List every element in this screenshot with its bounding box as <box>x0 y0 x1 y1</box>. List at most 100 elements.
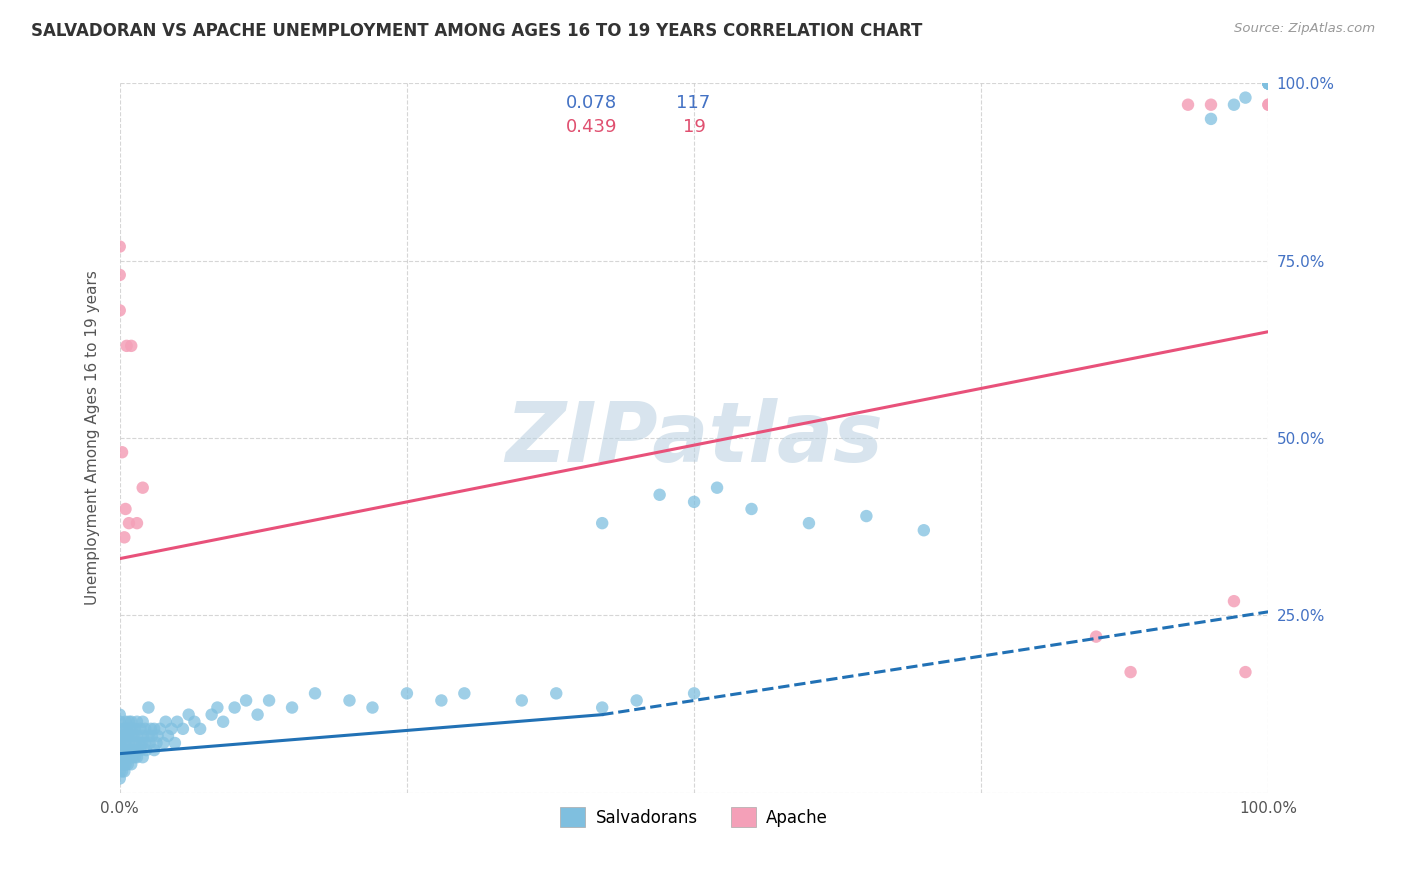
Point <box>111 750 134 764</box>
Point <box>115 736 138 750</box>
Point <box>177 707 200 722</box>
Point <box>117 729 139 743</box>
Point <box>111 445 134 459</box>
Point <box>1199 97 1222 112</box>
Point <box>112 530 135 544</box>
Y-axis label: Unemployment Among Ages 16 to 19 years: Unemployment Among Ages 16 to 19 years <box>86 270 100 606</box>
Legend: Salvadorans, Apache: Salvadorans, Apache <box>554 800 834 834</box>
Point <box>118 714 141 729</box>
Point <box>1085 630 1108 644</box>
Point <box>108 722 131 736</box>
Point <box>1257 77 1279 91</box>
Point <box>120 743 142 757</box>
Point <box>143 743 166 757</box>
Point <box>120 714 142 729</box>
Point <box>118 736 141 750</box>
Point <box>108 729 131 743</box>
Point <box>108 239 131 253</box>
Point <box>1223 594 1246 608</box>
Point <box>125 750 148 764</box>
Point <box>246 707 269 722</box>
Point <box>172 722 194 736</box>
Point <box>152 736 174 750</box>
Point <box>1234 665 1257 679</box>
Point <box>122 729 145 743</box>
Point <box>108 764 131 779</box>
Point <box>706 481 728 495</box>
Point <box>108 736 131 750</box>
Point <box>108 757 131 772</box>
Point <box>112 722 135 736</box>
Point <box>114 757 136 772</box>
Point <box>160 722 183 736</box>
Point <box>114 502 136 516</box>
Text: 117: 117 <box>676 95 710 112</box>
Point <box>112 736 135 750</box>
Point <box>129 722 152 736</box>
Point <box>797 516 820 530</box>
Point <box>1257 77 1279 91</box>
Point <box>1257 77 1279 91</box>
Text: 0.078: 0.078 <box>565 95 617 112</box>
Point <box>111 764 134 779</box>
Point <box>132 481 155 495</box>
Point <box>124 750 146 764</box>
Point <box>510 693 533 707</box>
Point <box>1234 90 1257 104</box>
Point <box>1257 77 1279 91</box>
Point <box>112 764 135 779</box>
Text: 19: 19 <box>682 118 706 136</box>
Point <box>1199 112 1222 126</box>
Point <box>125 516 148 530</box>
Point <box>132 750 155 764</box>
Point <box>108 707 131 722</box>
Point <box>1257 77 1279 91</box>
Point <box>648 488 671 502</box>
Point <box>183 714 205 729</box>
Point <box>134 736 156 750</box>
Point <box>108 750 131 764</box>
Point <box>108 303 131 318</box>
Point <box>120 757 142 772</box>
Text: ZIPatlas: ZIPatlas <box>505 398 883 478</box>
Point <box>108 729 131 743</box>
Text: 0.439: 0.439 <box>565 118 617 136</box>
Point <box>108 750 131 764</box>
Point <box>163 736 186 750</box>
Point <box>430 693 453 707</box>
Point <box>339 693 361 707</box>
Point <box>1223 97 1246 112</box>
Point <box>124 722 146 736</box>
Text: SALVADORAN VS APACHE UNEMPLOYMENT AMONG AGES 16 TO 19 YEARS CORRELATION CHART: SALVADORAN VS APACHE UNEMPLOYMENT AMONG … <box>31 22 922 40</box>
Point <box>117 757 139 772</box>
Point <box>115 339 138 353</box>
Point <box>361 700 384 714</box>
Point <box>125 729 148 743</box>
Point <box>108 772 131 786</box>
Point <box>120 339 142 353</box>
Point <box>166 714 188 729</box>
Point <box>149 722 172 736</box>
Point <box>128 736 150 750</box>
Point <box>135 743 157 757</box>
Point <box>115 750 138 764</box>
Point <box>912 523 935 537</box>
Point <box>138 700 160 714</box>
Point <box>1119 665 1142 679</box>
Point <box>591 516 613 530</box>
Point <box>108 714 131 729</box>
Point <box>112 750 135 764</box>
Point <box>115 722 138 736</box>
Point <box>139 722 162 736</box>
Point <box>257 693 280 707</box>
Point <box>156 729 179 743</box>
Point <box>118 750 141 764</box>
Point <box>281 700 304 714</box>
Point <box>138 729 160 743</box>
Point <box>112 743 135 757</box>
Point <box>155 714 177 729</box>
Point <box>122 743 145 757</box>
Point <box>138 736 160 750</box>
Point <box>143 722 166 736</box>
Point <box>114 729 136 743</box>
